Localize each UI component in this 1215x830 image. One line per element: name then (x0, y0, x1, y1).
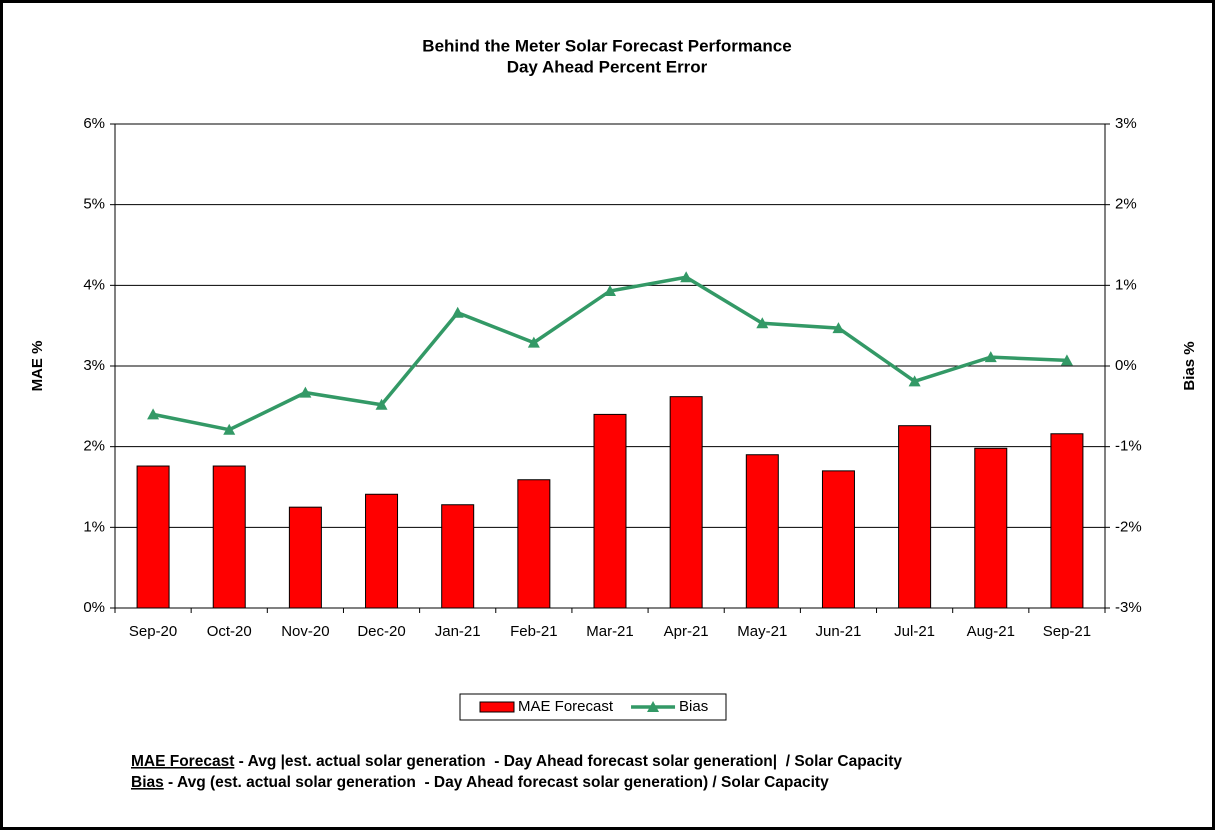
x-tick-label: Sep-20 (129, 623, 177, 640)
x-tick-label: Feb-21 (510, 623, 558, 640)
x-tick-label: Nov-20 (281, 623, 329, 640)
y-tick-label: 0% (83, 599, 105, 616)
bar (669, 396, 703, 609)
y2-tick-label: -1% (1115, 438, 1142, 455)
legend-label: Bias (679, 698, 708, 715)
note-text: - Avg (est. actual solar generation - Da… (164, 774, 829, 791)
x-tick-label: Aug-21 (967, 623, 1015, 640)
bar (1050, 433, 1084, 609)
legend-label: MAE Forecast (518, 698, 614, 715)
y-tick-label: 6% (83, 115, 105, 132)
line-marker (299, 386, 312, 398)
chart-title: Behind the Meter Solar Forecast Performa… (422, 36, 791, 55)
bar (898, 425, 932, 609)
y-tick-label: 2% (83, 438, 105, 455)
x-tick-label: Mar-21 (586, 623, 634, 640)
bar (745, 454, 779, 609)
line-marker (908, 375, 921, 387)
y2-tick-label: -2% (1115, 518, 1142, 535)
bar (821, 470, 855, 609)
line-marker (375, 398, 388, 410)
x-tick-label: Apr-21 (664, 623, 709, 640)
y2-tick-label: -3% (1115, 599, 1142, 616)
x-tick-label: Jan-21 (435, 623, 481, 640)
y2-tick-label: 0% (1115, 357, 1137, 374)
legend-marker (647, 701, 660, 712)
note: Bias - Avg (est. actual solar generation… (131, 774, 829, 791)
line-marker (1060, 354, 1073, 366)
y2-tick-label: 1% (1115, 276, 1137, 293)
x-tick-label: Dec-20 (357, 623, 405, 640)
bar (517, 479, 551, 609)
line-marker (147, 408, 160, 420)
note: MAE Forecast - Avg |est. actual solar ge… (131, 753, 902, 770)
y2-tick-label: 2% (1115, 196, 1137, 213)
x-tick-label: Sep-21 (1043, 623, 1091, 640)
y-axis-label: MAE % (29, 341, 46, 392)
note-text: - Avg |est. actual solar generation - Da… (234, 753, 902, 770)
y-tick-label: 3% (83, 357, 105, 374)
bar (136, 465, 170, 609)
x-tick-label: Oct-20 (207, 623, 252, 640)
bar (288, 506, 322, 609)
y-tick-label: 5% (83, 196, 105, 213)
note-term: Bias (131, 774, 164, 791)
x-tick-label: Jun-21 (816, 623, 862, 640)
chart-subtitle: Day Ahead Percent Error (507, 57, 708, 76)
y2-axis-label: Bias % (1181, 341, 1198, 390)
legend-swatch (479, 701, 515, 713)
x-tick-label: Jul-21 (894, 623, 935, 640)
line-marker (984, 351, 997, 363)
note-term: MAE Forecast (131, 753, 234, 770)
line-marker (223, 423, 236, 435)
line-marker (680, 271, 693, 283)
bar (365, 493, 399, 609)
line-marker (604, 284, 616, 296)
bar (593, 413, 627, 609)
y-tick-label: 4% (83, 276, 105, 293)
line-marker (756, 317, 769, 329)
line-marker (527, 336, 540, 348)
bar (974, 447, 1008, 609)
bar (441, 504, 475, 609)
y-tick-label: 1% (83, 518, 105, 535)
y2-tick-label: 3% (1115, 115, 1137, 132)
legend (459, 693, 727, 721)
line-marker (451, 306, 464, 318)
x-tick-label: May-21 (737, 623, 787, 640)
bar (212, 465, 246, 609)
line-marker (832, 322, 845, 334)
